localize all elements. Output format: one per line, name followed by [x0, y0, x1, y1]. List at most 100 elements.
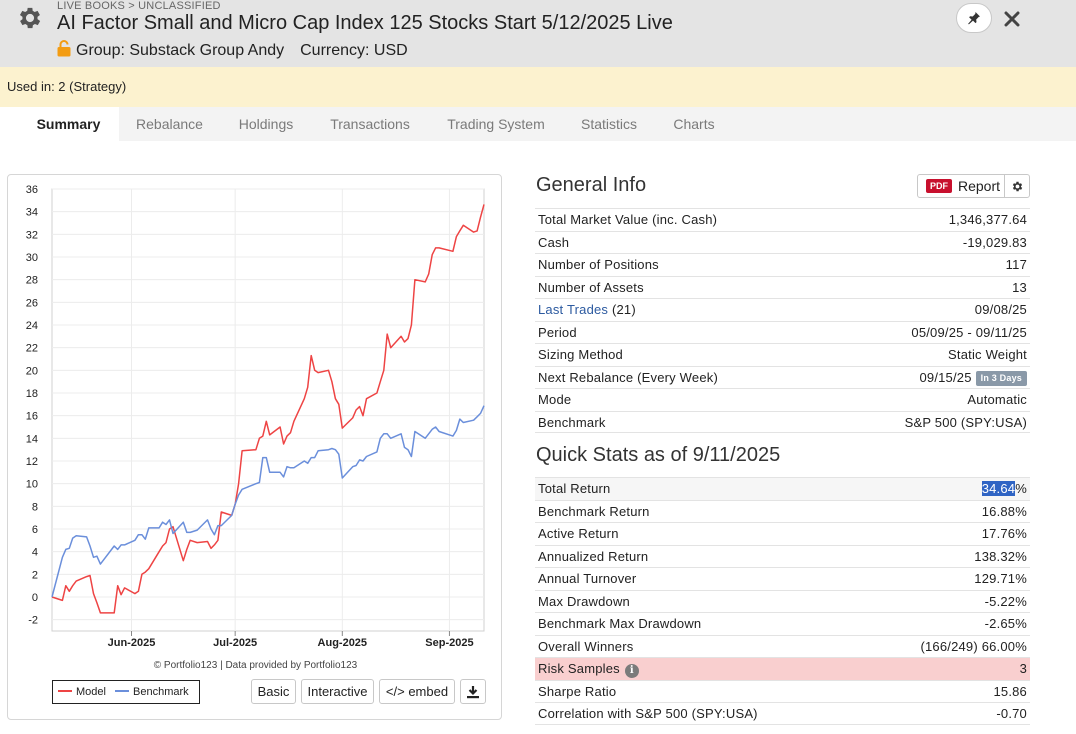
table-row: Benchmark Return 16.88%: [535, 499, 1030, 523]
tab-charts[interactable]: Charts: [673, 116, 715, 132]
legend-label-benchmark: Benchmark: [133, 686, 189, 698]
last-trades-link[interactable]: Last Trades: [538, 302, 609, 317]
tab-summary[interactable]: Summary: [18, 107, 119, 141]
used-in-bar: Used in: 2 (Strategy): [0, 67, 1076, 107]
info-icon[interactable]: i: [624, 664, 639, 678]
row-value: 34.64%: [981, 481, 1027, 496]
legend-swatch-benchmark: [115, 690, 129, 692]
legend-label-model: Model: [76, 686, 106, 698]
x-tick-label: Sep-2025: [425, 637, 473, 649]
gear-icon[interactable]: [16, 4, 44, 32]
row-value: 1,346,377.64: [948, 212, 1027, 227]
row-label: Annual Turnover: [538, 571, 637, 586]
last-trades-count: (21): [608, 302, 636, 317]
row-label: Next Rebalance (Every Week): [538, 369, 719, 385]
y-tick-label: 12: [26, 456, 38, 468]
positions-count-link[interactable]: 117: [1005, 257, 1027, 272]
row-value: 05/09/25 - 09/11/25: [911, 324, 1027, 340]
legend-item-benchmark[interactable]: Benchmark: [115, 686, 189, 698]
table-row: Active Return 17.76%: [535, 522, 1030, 545]
risk-samples-label: Risk Samples: [538, 661, 620, 676]
x-tick-label: Jun-2025: [108, 637, 156, 649]
y-tick-label: 14: [26, 433, 38, 445]
row-value: -5.22%: [984, 593, 1027, 609]
report-settings-button[interactable]: [1004, 174, 1030, 198]
series-line-benchmark: [51, 405, 485, 598]
close-button[interactable]: [1000, 6, 1024, 32]
breadcrumb[interactable]: LIVE BOOKS > UNCLASSIFIED: [57, 0, 221, 12]
y-tick-label: 18: [26, 388, 38, 400]
row-label: Number of Assets: [538, 279, 644, 295]
x-tick-label: Jul-2025: [213, 637, 257, 649]
table-row: Cash -19,029.83: [535, 230, 1030, 254]
row-label: Mode: [538, 392, 572, 407]
performance-chart[interactable]: -2024681012141618202224262830323436Jun-2…: [8, 175, 503, 655]
pdf-report-button[interactable]: PDF Report: [917, 174, 1005, 198]
y-tick-label: 28: [26, 275, 38, 287]
y-tick-label: 10: [26, 479, 38, 491]
row-label: Active Return: [538, 526, 619, 541]
tab-holdings[interactable]: Holdings: [238, 116, 294, 132]
performance-chart-panel: -2 0 2 4 6 8 10 12 14 16 18 20 22 24 26 28 30 32 34 36 Jun-2…: [7, 174, 502, 720]
tab-rebalance[interactable]: Rebalance: [136, 116, 203, 132]
table-row: Mode Automatic: [535, 388, 1030, 411]
y-tick-label: 24: [26, 320, 38, 332]
y-tick-label: 26: [26, 297, 38, 309]
table-row: Last Trades (21) 09/08/25: [535, 298, 1030, 321]
quick-stats-table: Total Return 34.64% Benchmark Return 16.…: [535, 477, 1030, 725]
number-of-positions-link[interactable]: Number of Positions: [538, 257, 659, 272]
tab-strip: [18, 107, 1076, 141]
used-in-text: Used in: 2 (Strategy): [7, 79, 127, 94]
tab-trading-system[interactable]: Trading System: [447, 116, 545, 132]
row-value: 15.86: [993, 683, 1027, 699]
y-tick-label: 2: [32, 569, 38, 581]
last-trade-date-link[interactable]: 09/08/25: [974, 302, 1027, 317]
book-meta: Group: Substack Group Andy Currency: USD: [57, 40, 408, 60]
embed-chart-button[interactable]: </> embed: [379, 679, 455, 704]
row-value: 09/15/25 In 3 Days: [919, 370, 1027, 386]
row-value: Automatic: [967, 392, 1027, 407]
series-line-model: [51, 204, 485, 614]
download-chart-button[interactable]: [460, 679, 486, 704]
y-tick-label: 20: [26, 365, 38, 377]
lock-icon[interactable]: [57, 40, 71, 57]
row-label: Period: [538, 324, 577, 340]
interactive-chart-button[interactable]: Interactive: [301, 679, 374, 704]
table-row: Benchmark S&P 500 (SPY:USA): [535, 410, 1030, 433]
y-tick-label: 22: [26, 343, 38, 355]
row-label: Benchmark: [538, 414, 606, 430]
group-label: Group: Substack Group Andy: [76, 42, 285, 59]
row-label: Risk Samples i: [538, 661, 639, 678]
row-label: Sharpe Ratio: [538, 683, 617, 699]
chart-legend: Model Benchmark: [52, 680, 200, 704]
close-icon: [1004, 11, 1020, 27]
table-row: Correlation with S&P 500 (SPY:USA) -0.70: [535, 702, 1030, 725]
y-tick-label: 4: [32, 547, 38, 559]
row-label: Benchmark Return: [538, 503, 650, 519]
y-tick-label: 0: [32, 592, 38, 604]
currency-label: Currency: USD: [300, 42, 408, 59]
tab-transactions[interactable]: Transactions: [330, 116, 410, 132]
row-label: Last Trades (21): [538, 302, 636, 317]
quick-stats-heading: Quick Stats as of 9/11/2025: [536, 444, 781, 466]
pin-button[interactable]: [956, 3, 992, 33]
y-tick-label: 6: [32, 524, 38, 536]
general-info-table: Total Market Value (inc. Cash) 1,346,377…: [535, 208, 1030, 433]
legend-swatch-model: [58, 690, 72, 692]
row-label: Benchmark Max Drawdown: [538, 616, 702, 631]
row-value: 129.71%: [974, 571, 1027, 586]
tab-statistics[interactable]: Statistics: [580, 116, 637, 132]
total-return-value: 34.64: [981, 481, 1016, 496]
legend-item-model[interactable]: Model: [58, 686, 106, 698]
next-rebalance-date: 09/15/25: [919, 369, 972, 385]
y-tick-label: 8: [32, 501, 38, 513]
y-tick-label: -2: [28, 615, 38, 627]
status-badge: In 3 Days: [975, 370, 1027, 386]
basic-chart-button[interactable]: Basic: [251, 679, 296, 704]
table-row: Annualized Return 138.32%: [535, 544, 1030, 568]
table-row: Benchmark Max Drawdown -2.65%: [535, 612, 1030, 635]
y-tick-label: 36: [26, 184, 38, 196]
table-row: Sizing Method Static Weight: [535, 343, 1030, 366]
pin-icon: [968, 12, 980, 25]
row-label: Cash: [538, 234, 570, 250]
